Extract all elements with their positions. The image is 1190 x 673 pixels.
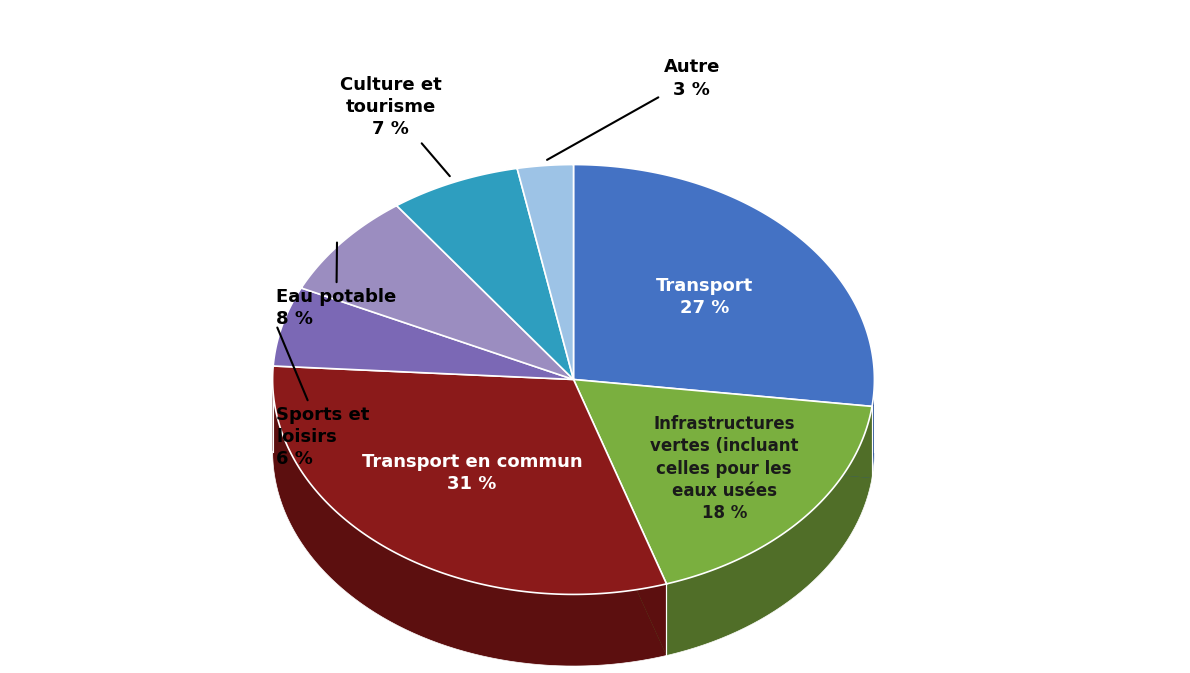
Polygon shape	[274, 288, 574, 380]
Polygon shape	[666, 406, 872, 656]
Polygon shape	[273, 366, 666, 594]
Polygon shape	[872, 381, 875, 478]
Text: Transport en commun
31 %: Transport en commun 31 %	[362, 453, 582, 493]
Polygon shape	[574, 380, 872, 478]
Polygon shape	[574, 380, 872, 478]
Text: Culture et
tourisme
7 %: Culture et tourisme 7 %	[340, 76, 450, 176]
Polygon shape	[273, 381, 666, 666]
Text: Autre
3 %: Autre 3 %	[547, 59, 720, 160]
Polygon shape	[574, 380, 666, 656]
Text: Transport
27 %: Transport 27 %	[656, 277, 753, 317]
Text: Sports et
loisirs
6 %: Sports et loisirs 6 %	[276, 328, 370, 468]
Polygon shape	[574, 380, 666, 656]
Polygon shape	[574, 165, 875, 406]
Polygon shape	[574, 380, 872, 584]
Text: Infrastructures
vertes (incluant
celles pour les
eaux usées
18 %: Infrastructures vertes (incluant celles …	[650, 415, 798, 522]
Text: Eau potable
8 %: Eau potable 8 %	[276, 242, 396, 328]
Polygon shape	[396, 168, 574, 380]
Polygon shape	[518, 165, 574, 380]
Polygon shape	[301, 206, 574, 380]
